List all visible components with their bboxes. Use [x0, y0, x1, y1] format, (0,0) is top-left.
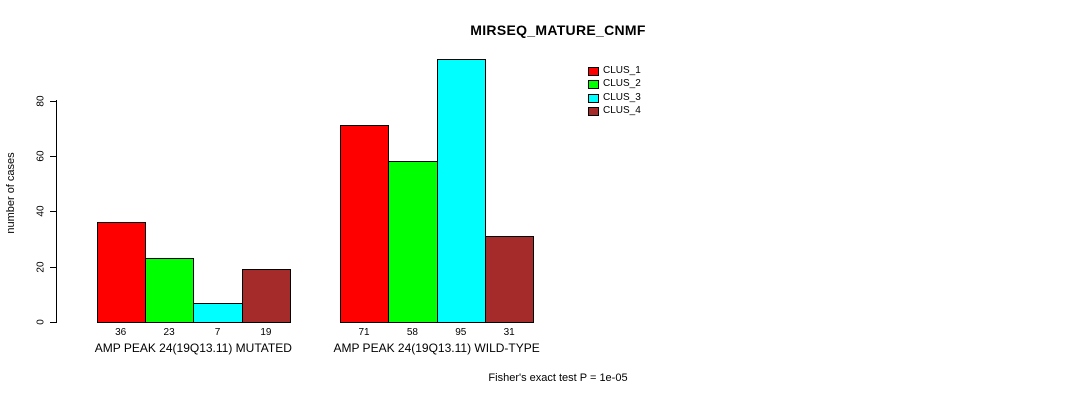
legend-label: CLUS_3 — [603, 91, 641, 103]
bar — [193, 302, 243, 323]
bar-value-label: 95 — [455, 327, 467, 338]
bar — [96, 222, 146, 323]
legend-swatch-icon — [588, 80, 599, 90]
chart-title: MIRSEQ_MATURE_CNMF — [470, 22, 646, 38]
bar-value-label: 71 — [358, 327, 370, 338]
y-tick-mark — [50, 155, 56, 157]
bar-value-label: 36 — [115, 327, 127, 338]
y-tick-label: 80 — [35, 94, 47, 107]
legend-swatch-icon — [588, 107, 599, 117]
bar-value-label: 7 — [214, 327, 221, 338]
bar — [144, 258, 195, 323]
footer-note: Fisher's exact test P = 1e-05 — [488, 372, 628, 384]
legend-label: CLUS_1 — [603, 65, 641, 76]
y-tick-label: 20 — [35, 261, 47, 273]
y-axis-label: number of cases — [5, 152, 17, 234]
bar — [339, 125, 390, 323]
bar-value-label: 31 — [503, 327, 515, 338]
y-tick-mark — [50, 211, 56, 213]
y-axis-line — [56, 100, 57, 323]
y-tick-mark — [50, 100, 56, 102]
bar — [485, 236, 535, 323]
bar-value-label: 19 — [260, 327, 272, 338]
legend-label: CLUS_4 — [603, 105, 641, 117]
y-tick-label: 40 — [35, 205, 47, 217]
legend-label: CLUS_2 — [603, 78, 641, 90]
y-tick-label: 60 — [35, 150, 47, 162]
bar — [241, 269, 292, 323]
legend-swatch-icon — [588, 93, 599, 103]
y-tick-label: 0 — [35, 319, 47, 325]
bar — [436, 58, 486, 323]
bar — [388, 161, 438, 323]
group-label: AMP PEAK 24(19Q13.11) WILD-TYPE — [333, 341, 540, 355]
y-tick-mark — [50, 322, 56, 323]
y-tick-mark — [50, 266, 56, 268]
bar-value-label: 58 — [406, 327, 418, 338]
legend-swatch-icon — [588, 67, 599, 76]
bar-value-label: 23 — [163, 327, 175, 338]
group-label: AMP PEAK 24(19Q13.11) MUTATED — [94, 341, 292, 355]
